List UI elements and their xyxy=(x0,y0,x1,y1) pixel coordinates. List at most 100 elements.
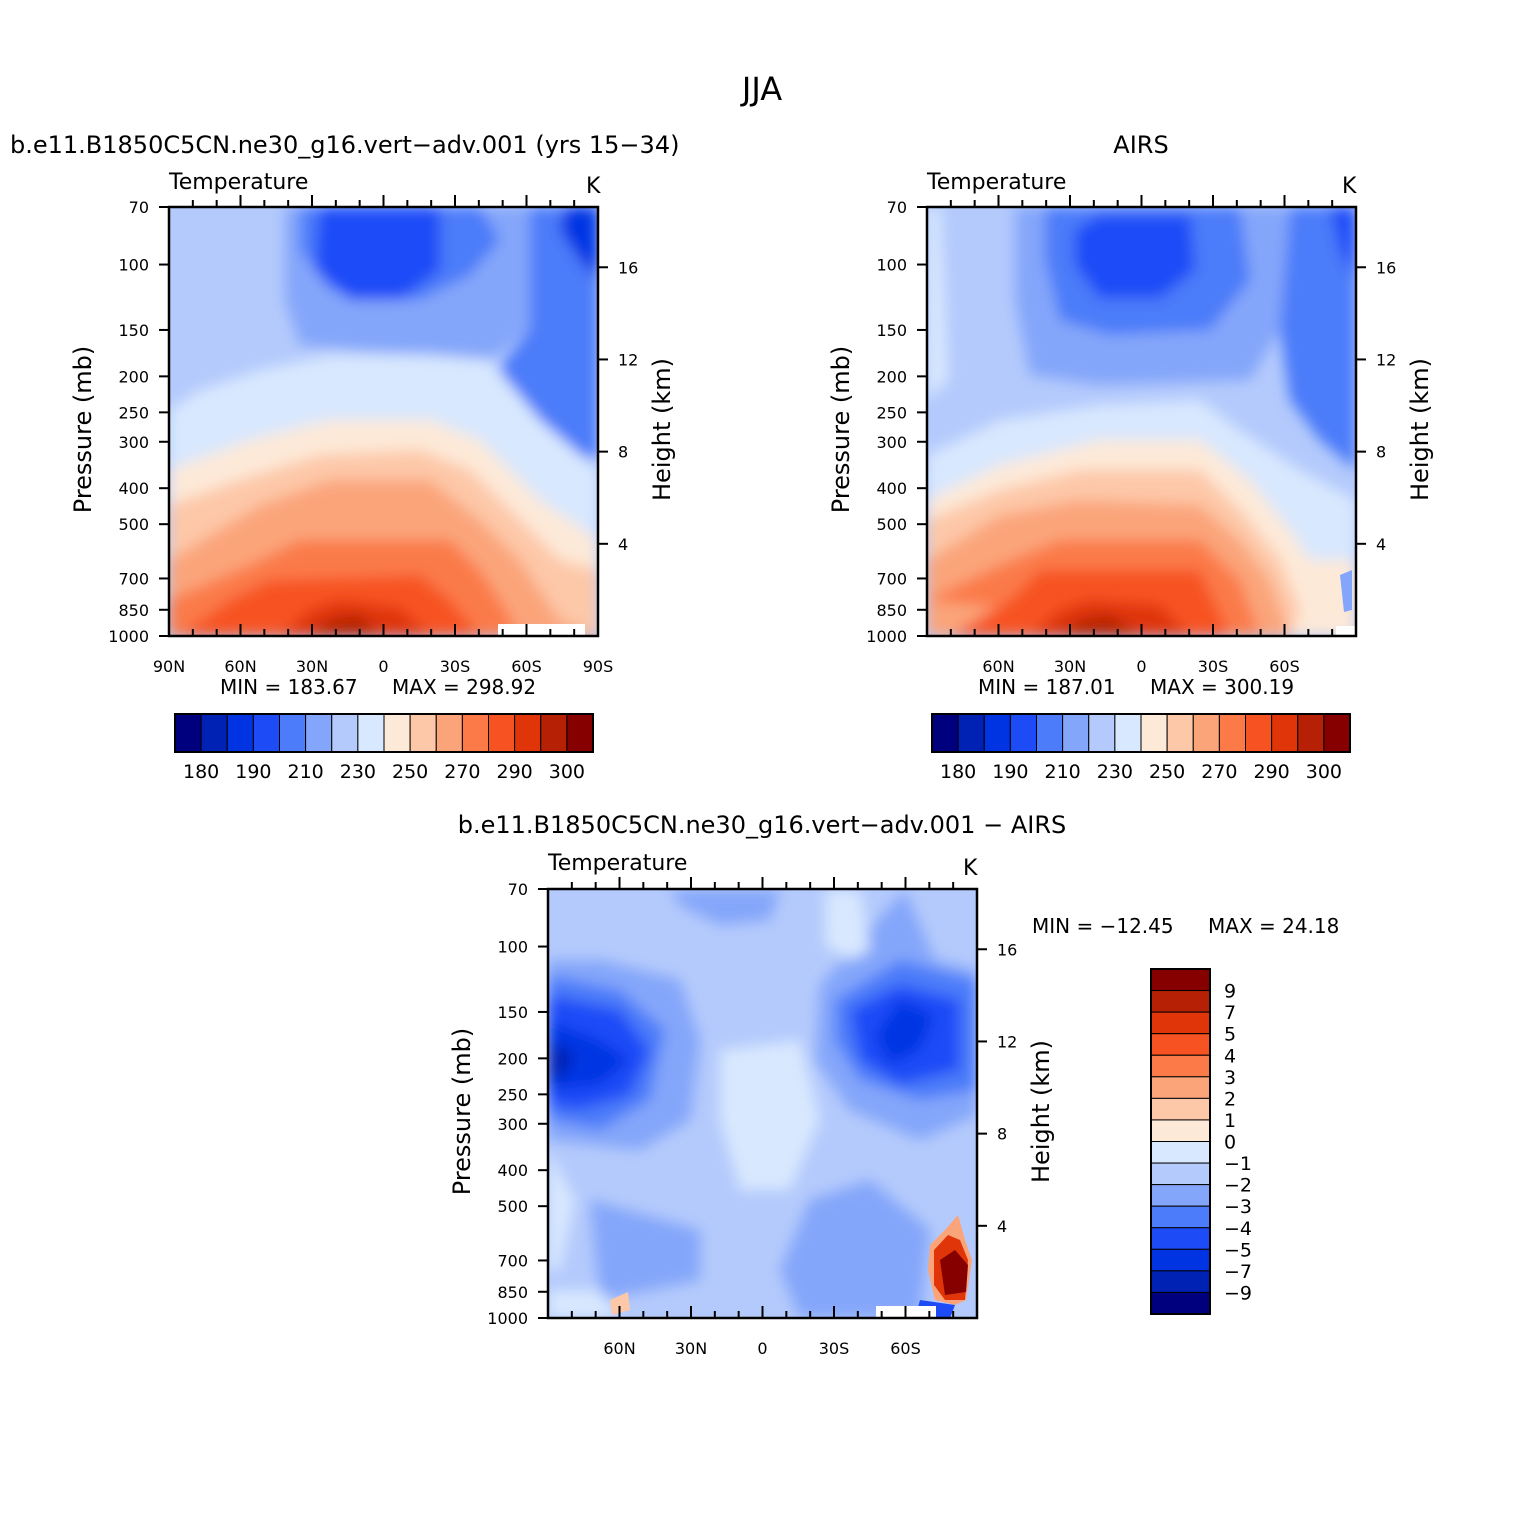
lat-tick-label: 60N xyxy=(603,1339,635,1358)
panel-obs-colorbar: 180 190 210 230 250 270 290 300 xyxy=(931,713,1351,783)
height-tick-label: 4 xyxy=(618,535,628,554)
colorbar-label: 0 xyxy=(1224,1132,1236,1154)
pressure-tick-label: 70 xyxy=(508,880,528,899)
colorbar-label: 180 xyxy=(940,761,976,783)
colorbar-swatch xyxy=(488,713,516,753)
colorbar-swatch xyxy=(1150,1227,1211,1250)
colorbar-swatch xyxy=(226,713,254,753)
colorbar-label: 3 xyxy=(1224,1067,1236,1089)
panel-model-units: K xyxy=(586,174,601,199)
panel-obs-max: MAX = 300.19 xyxy=(1150,675,1294,699)
pressure-tick-label: 500 xyxy=(876,515,907,534)
pressure-tick-label: 150 xyxy=(118,321,149,340)
panel-obs-field xyxy=(927,207,1356,636)
lat-tick-label: 30N xyxy=(296,657,328,676)
colorbar-swatch xyxy=(1150,1076,1211,1099)
colorbar-swatch xyxy=(279,713,307,753)
colorbar-label: 270 xyxy=(1201,761,1237,783)
panel-difference-title: b.e11.B1850C5CN.ne30_g16.vert−adv.001 − … xyxy=(458,811,1066,839)
pressure-tick-label: 300 xyxy=(497,1115,528,1134)
colorbar-swatch xyxy=(1150,1205,1211,1229)
pressure-tick-label: 400 xyxy=(118,479,149,498)
colorbar-label: 290 xyxy=(1253,761,1289,783)
colorbar-swatch xyxy=(1166,713,1194,753)
height-axis-title: Height (km) xyxy=(648,358,676,501)
lat-tick-label: 60S xyxy=(890,1339,921,1358)
panel-model-axes: 70 100 150 200 250 300 400 500 700 850 1000 4 8 12 16 9… xyxy=(69,195,676,676)
lat-tick-label: 30S xyxy=(1198,657,1229,676)
lat-tick-label: 60N xyxy=(982,657,1014,676)
colorbar-label: 210 xyxy=(287,761,323,783)
colorbar-swatch xyxy=(1062,713,1090,753)
pressure-tick-label: 100 xyxy=(876,256,907,275)
colorbar-swatch xyxy=(540,713,568,753)
pressure-tick-label: 150 xyxy=(497,1003,528,1022)
colorbar-swatch xyxy=(957,713,985,753)
colorbar-label: 190 xyxy=(992,761,1028,783)
panel-model-variable: Temperature xyxy=(168,170,308,195)
colorbar-label: 5 xyxy=(1224,1024,1236,1046)
pressure-tick-label: 300 xyxy=(876,433,907,452)
colorbar-label: 4 xyxy=(1224,1045,1236,1067)
panel-obs-title: AIRS xyxy=(1113,131,1168,159)
panel-model-field xyxy=(169,207,598,636)
height-tick-label: 8 xyxy=(997,1125,1007,1144)
colorbar-swatch xyxy=(1114,713,1142,753)
height-axis-title: Height (km) xyxy=(1406,358,1434,501)
colorbar-swatch xyxy=(1150,968,1211,992)
colorbar-label: −4 xyxy=(1224,1218,1252,1240)
pressure-tick-label: 100 xyxy=(118,256,149,275)
colorbar-label: 7 xyxy=(1224,1002,1236,1024)
pressure-axis-title: Pressure (mb) xyxy=(448,1028,476,1195)
colorbar-label: 180 xyxy=(183,761,219,783)
pressure-tick-label: 100 xyxy=(497,938,528,957)
height-tick-label: 12 xyxy=(997,1032,1017,1051)
height-tick-label: 8 xyxy=(1376,443,1386,462)
panel-model: b.e11.B1850C5CN.ne30_g16.vert−adv.001 (y… xyxy=(10,131,679,783)
colorbar-swatch xyxy=(1192,713,1220,753)
pressure-tick-label: 1000 xyxy=(866,627,907,646)
pressure-tick-label: 500 xyxy=(118,515,149,534)
colorbar-swatch xyxy=(1150,1033,1211,1056)
height-tick-label: 16 xyxy=(997,940,1017,959)
colorbar-label: −1 xyxy=(1224,1153,1252,1175)
pressure-tick-label: 700 xyxy=(497,1251,528,1270)
pressure-tick-label: 250 xyxy=(497,1085,528,1104)
pressure-tick-label: 850 xyxy=(118,601,149,620)
colorbar-swatch xyxy=(200,713,228,753)
colorbar-swatch xyxy=(1150,1270,1211,1293)
height-tick-label: 4 xyxy=(1376,535,1386,554)
pressure-tick-label: 1000 xyxy=(108,627,149,646)
colorbar-label: 270 xyxy=(444,761,480,783)
height-tick-label: 12 xyxy=(618,350,638,369)
panel-obs-units: K xyxy=(1342,174,1357,199)
pressure-tick-label: 400 xyxy=(876,479,907,498)
panel-obs: AIRS Temperature K xyxy=(827,131,1434,783)
pressure-tick-label: 700 xyxy=(118,569,149,588)
colorbar-label: 250 xyxy=(1149,761,1185,783)
colorbar-label: 190 xyxy=(235,761,271,783)
pressure-axis-title: Pressure (mb) xyxy=(827,346,855,513)
colorbar-swatch xyxy=(1323,713,1351,753)
colorbar-swatch xyxy=(1150,1054,1211,1078)
height-tick-label: 16 xyxy=(1376,258,1396,277)
colorbar-label: 9 xyxy=(1224,981,1236,1003)
colorbar-label: 230 xyxy=(340,761,376,783)
colorbar-swatch xyxy=(305,713,333,753)
lat-tick-label: 30N xyxy=(675,1339,707,1358)
colorbar-swatch xyxy=(383,713,411,753)
colorbar-swatch xyxy=(1150,1011,1211,1035)
colorbar-swatch xyxy=(1150,1162,1211,1186)
colorbar-swatch xyxy=(1150,1248,1211,1272)
colorbar-frame xyxy=(931,713,1351,753)
pressure-tick-label: 400 xyxy=(497,1161,528,1180)
pressure-tick-label: 250 xyxy=(876,403,907,422)
lat-tick-label: 90N xyxy=(153,657,185,676)
lat-tick-label: 30N xyxy=(1054,657,1086,676)
colorbar-swatch xyxy=(435,713,463,753)
colorbar-frame xyxy=(1150,968,1211,1315)
colorbar-swatch xyxy=(1245,713,1273,753)
colorbar-swatch xyxy=(252,713,280,753)
